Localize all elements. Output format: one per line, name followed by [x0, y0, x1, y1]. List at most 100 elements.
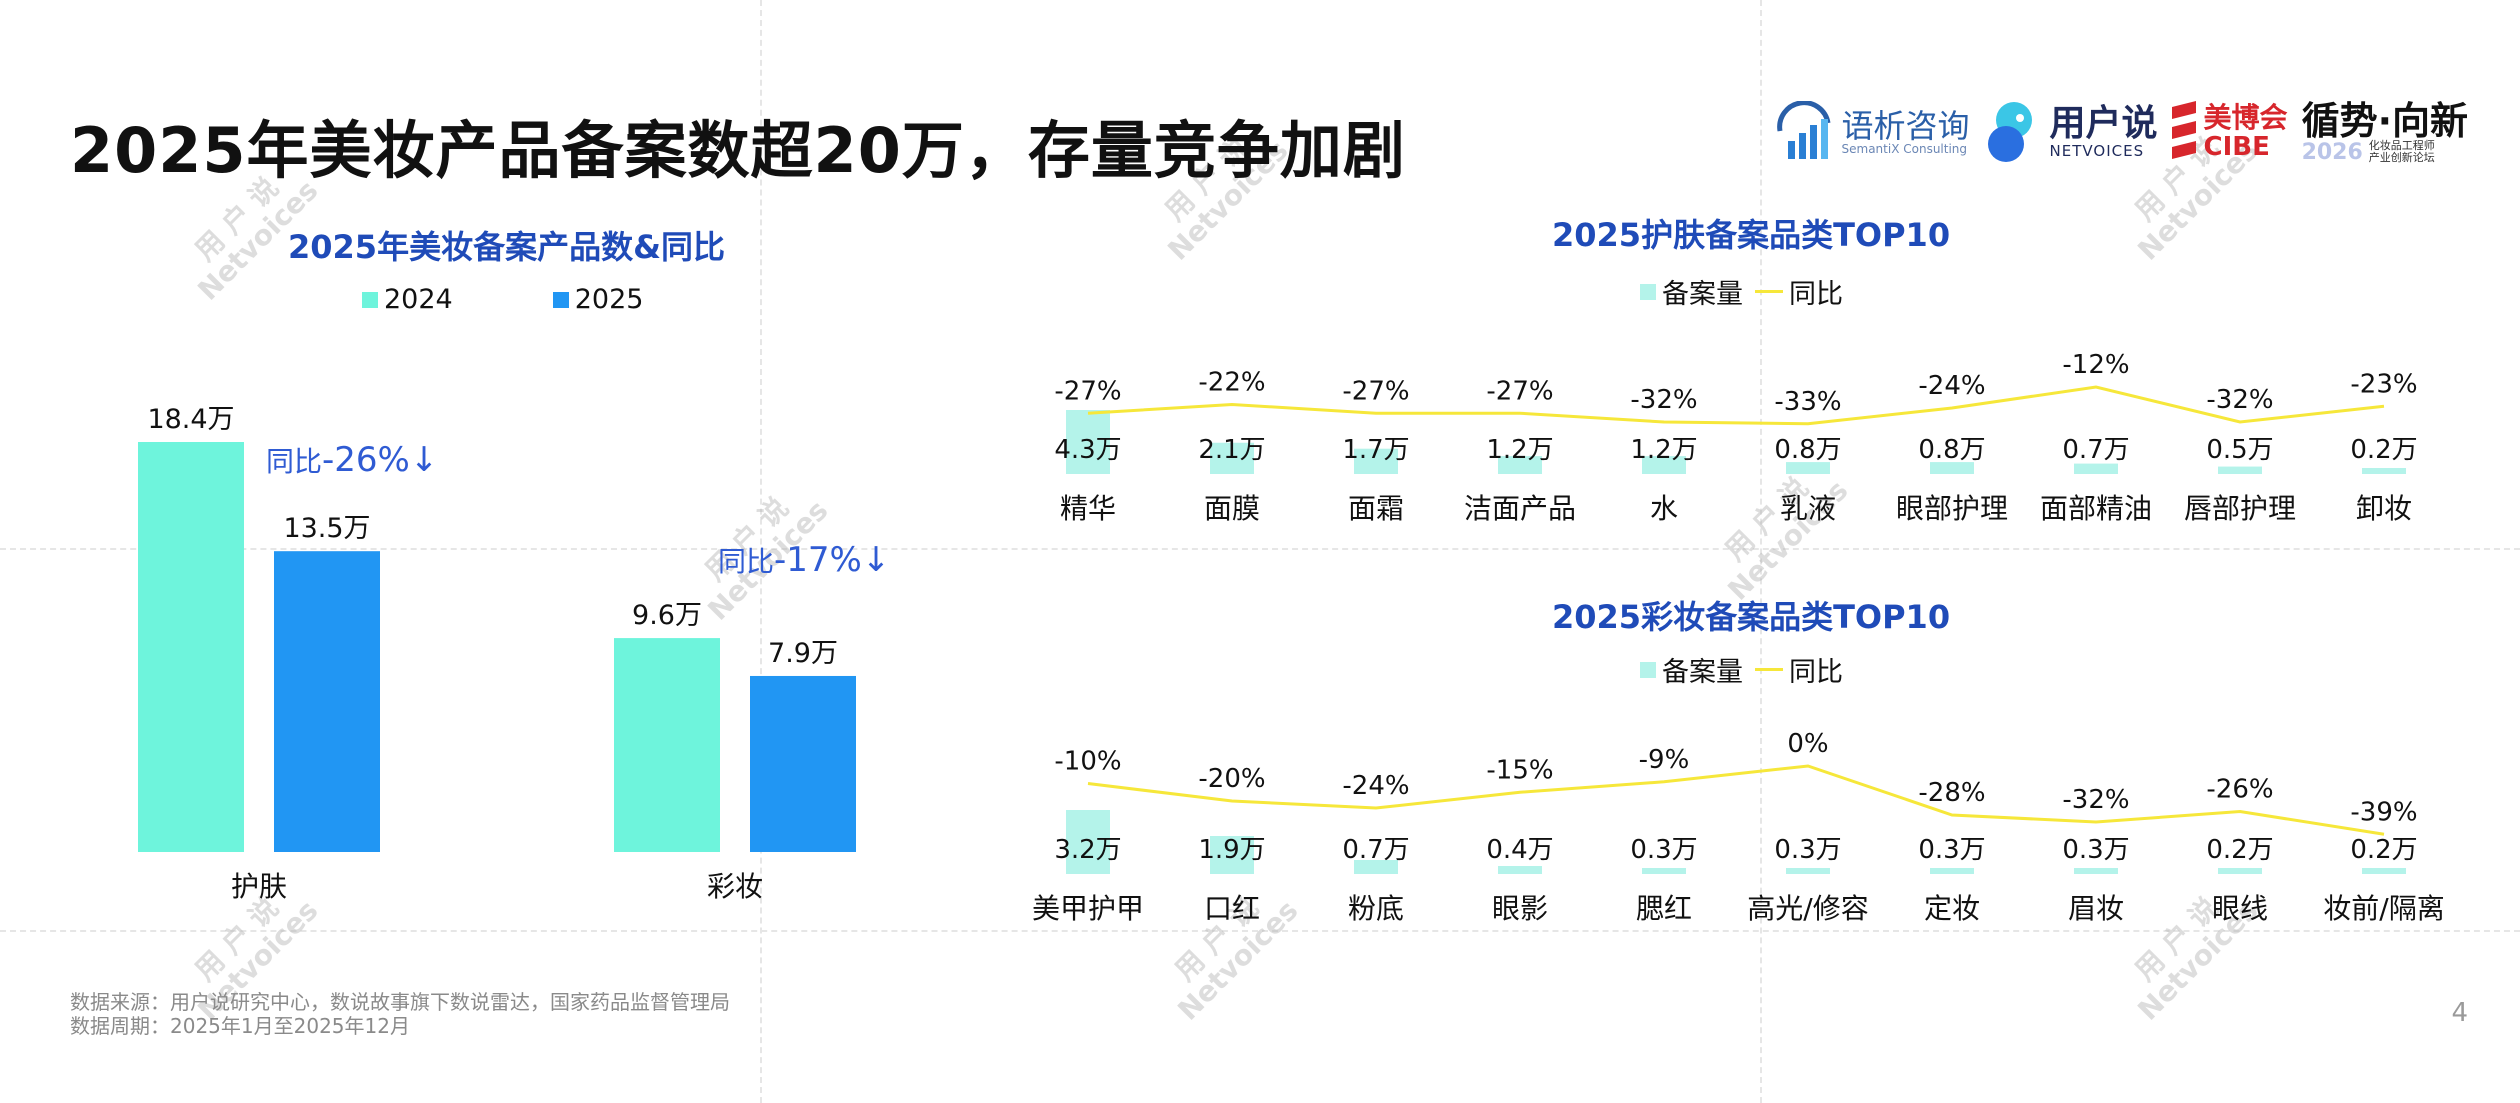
category-label: 面膜	[1204, 492, 1260, 525]
semantix-logo: 语析咨询 SemantiX Consulting	[1774, 101, 1970, 165]
yoy-label: -12%	[2062, 350, 2129, 380]
volume-value-label: 0.3万	[1630, 835, 1697, 865]
category-label: 卸妆	[2356, 492, 2412, 525]
semantix-logo-cn: 语析咨询	[1841, 107, 1970, 145]
volume-value-label: 3.2万	[1054, 835, 1121, 865]
bar-2025-skincare	[274, 551, 380, 852]
category-label: 眉妆	[2068, 892, 2124, 925]
skincare-chart-title: 2025护肤备案品类TOP10	[1552, 216, 1951, 254]
page-number: 4	[2451, 998, 2468, 1028]
volume-bar	[1210, 442, 1254, 474]
yoy-label: -15%	[1486, 755, 1553, 785]
left-chart-title: 2025年美妆备案产品数&同比	[288, 228, 725, 266]
legend-swatch-volume	[1640, 661, 1656, 678]
yoy-label: -32%	[2206, 385, 2273, 415]
footnote: 数据来源：用户说研究中心，数说故事旗下数说雷达，国家药品监督管理局 数据周期：2…	[70, 990, 730, 1038]
volume-bar	[1066, 810, 1110, 874]
legend-swatch-2024	[362, 291, 378, 308]
category-label: 妆前/隔离	[2323, 892, 2444, 925]
netvoices-logo: 用户说 NETVOICES	[1984, 98, 2158, 168]
yoy-annotation-makeup: 同比-17%↓	[718, 540, 891, 580]
footnote-source: 数据来源：用户说研究中心，数说故事旗下数说雷达，国家药品监督管理局	[70, 990, 730, 1014]
volume-value-label: 0.2万	[2350, 835, 2417, 865]
category-label: 粉底	[1348, 892, 1404, 925]
yoy-label: 0%	[1787, 729, 1828, 759]
forum-logo-sub: 化妆品工程师产业创新论坛	[2368, 139, 2435, 164]
volume-bar	[1930, 462, 1974, 474]
yoy-line	[1087, 385, 2385, 426]
legend-label-yoy: 同比	[1789, 279, 1843, 310]
yoy-label: -32%	[1630, 385, 1697, 415]
category-label: 眼影	[1492, 892, 1548, 925]
bar-2024-skincare	[138, 442, 244, 852]
yoy-label: -33%	[1774, 387, 1841, 417]
legend-line-yoy	[1755, 290, 1783, 293]
forum-logo: 循势·向新 2026 化妆品工程师产业创新论坛	[2302, 102, 2468, 165]
volume-bar	[1066, 410, 1110, 474]
yoy-label: -27%	[1054, 376, 1121, 406]
category-label: 定妆	[1924, 892, 1980, 925]
category-label: 水	[1650, 492, 1678, 525]
category-label: 腮红	[1636, 892, 1692, 925]
yoy-label: -39%	[2350, 797, 2417, 827]
yoy-label: -28%	[1918, 778, 1985, 808]
category-label: 彩妆	[707, 870, 763, 903]
volume-bar	[1642, 868, 1686, 874]
footnote-period: 数据周期：2025年1月至2025年12月	[70, 1014, 410, 1038]
volume-bar	[1354, 448, 1398, 474]
volume-bar	[1354, 860, 1398, 874]
category-label: 精华	[1060, 492, 1116, 525]
netvoices-logo-icon	[1987, 102, 2032, 162]
volume-value-label: 0.3万	[1774, 835, 1841, 865]
yoy-label: -9%	[1639, 745, 1690, 775]
semantix-logo-icon	[1776, 101, 1830, 159]
volume-value-label: 4.3万	[1054, 435, 1121, 465]
legend-line-yoy	[1755, 668, 1783, 671]
yoy-label: -23%	[2350, 369, 2417, 399]
page-title: 2025年美妆产品备案数超20万，存量竞争加剧	[70, 114, 1406, 187]
category-label: 护肤	[231, 870, 287, 903]
volume-bar	[1930, 868, 1974, 874]
yoy-label: -20%	[1198, 764, 1265, 794]
legend-label-volume: 备案量	[1662, 657, 1743, 688]
volume-bar	[1498, 456, 1542, 474]
grid-line	[0, 930, 2520, 932]
bar-value-label: 13.5万	[283, 513, 370, 544]
volume-bar	[1786, 462, 1830, 474]
legend-swatch-2025	[552, 291, 569, 308]
category-label: 美甲护甲	[1032, 892, 1144, 925]
yoy-label: -27%	[1342, 376, 1409, 406]
volume-bar	[2362, 868, 2406, 874]
yoy-line	[1087, 764, 2385, 836]
left-chart-legend: 2024 2025	[362, 284, 643, 315]
volume-value-label: 1.7万	[1342, 435, 1409, 465]
yoy-label: -24%	[1342, 771, 1409, 801]
semantix-logo-en: SemantiX Consulting	[1841, 142, 1968, 156]
category-label: 高光/修容	[1747, 892, 1868, 925]
legend-label-2025: 2025	[574, 284, 644, 315]
grid-line	[760, 0, 762, 1103]
volume-value-label: 0.5万	[2206, 435, 2273, 465]
volume-value-label: 1.9万	[1198, 835, 1265, 865]
cibe-logo-cn: 美博会	[2203, 101, 2288, 134]
grid-line	[1760, 0, 1762, 1103]
volume-value-label: 0.2万	[2350, 435, 2417, 465]
volume-value-label: 0.7万	[1342, 835, 1409, 865]
volume-value-label: 0.7万	[2062, 435, 2129, 465]
category-label: 乳液	[1780, 492, 1836, 525]
legend-swatch-volume	[1640, 283, 1656, 300]
yoy-annotation-skincare: 同比-26%↓	[266, 440, 439, 480]
volume-value-label: 0.3万	[1918, 835, 1985, 865]
netvoices-logo-en: NETVOICES	[2049, 142, 2145, 160]
yoy-label: -10%	[1054, 747, 1121, 777]
bar-value-label: 18.4万	[147, 404, 234, 435]
category-label: 口红	[1204, 892, 1260, 925]
netvoices-logo-cn: 用户说	[2049, 103, 2158, 144]
volume-bar	[2362, 468, 2406, 474]
yoy-label: -26%	[2206, 775, 2273, 805]
makeup-chart-legend: 备案量 同比	[1640, 650, 1843, 689]
bar-value-label: 9.6万	[632, 600, 702, 631]
